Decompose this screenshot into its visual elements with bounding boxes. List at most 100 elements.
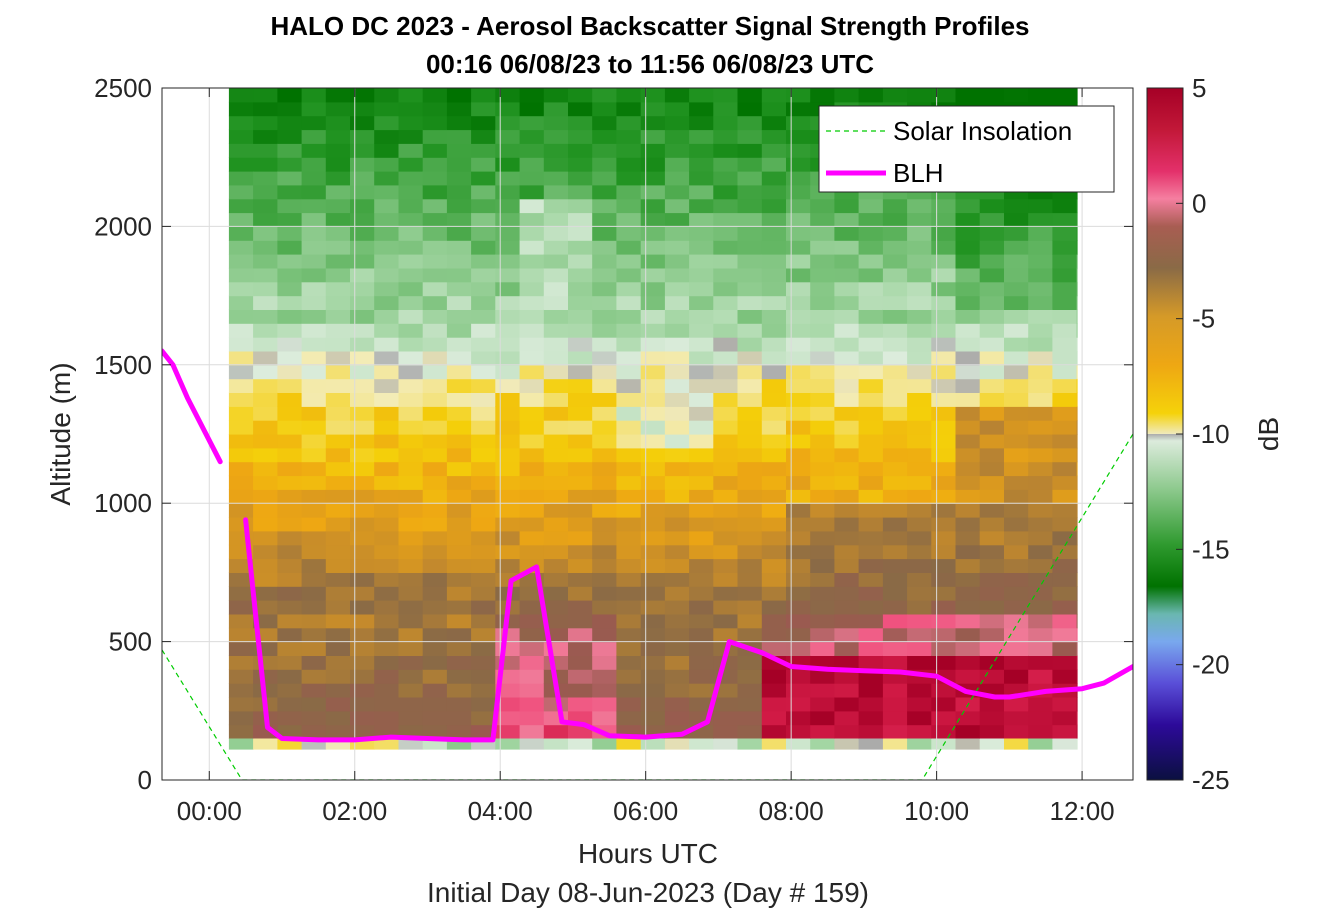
heatmap-cell	[568, 641, 593, 656]
heatmap-cell	[761, 115, 787, 131]
heatmap-cell	[786, 129, 811, 144]
heatmap-cell	[350, 544, 375, 560]
heatmap-cell	[955, 669, 981, 684]
heatmap-cell	[786, 447, 811, 463]
heatmap-cell	[640, 655, 666, 670]
heatmap-cell	[689, 434, 714, 449]
heatmap-cell	[737, 420, 763, 435]
heatmap-cell	[446, 392, 472, 407]
heatmap-cell	[277, 530, 303, 546]
heatmap-cell	[253, 420, 278, 435]
heatmap-cell	[786, 475, 811, 490]
heatmap-cell	[640, 517, 666, 532]
heatmap-cell	[858, 586, 884, 601]
heatmap-cell	[374, 101, 399, 117]
heatmap-cell	[495, 392, 521, 407]
heatmap-cell	[592, 267, 617, 283]
heatmap-cell	[350, 586, 375, 601]
heatmap-cell	[858, 309, 884, 324]
heatmap-cell	[568, 88, 593, 103]
heatmap-cell	[374, 378, 399, 393]
heatmap-cell	[592, 101, 617, 117]
heatmap-cell	[374, 115, 399, 131]
heatmap-cell	[374, 323, 399, 338]
heatmap-cell	[640, 461, 666, 477]
heatmap-cell	[664, 461, 690, 477]
heatmap-cell	[1052, 434, 1078, 449]
heatmap-cell	[955, 710, 981, 726]
heatmap-cell	[858, 544, 884, 560]
heatmap-cell	[253, 115, 278, 131]
heatmap-cell	[689, 655, 714, 670]
heatmap-cell	[640, 212, 666, 227]
heatmap-cell	[810, 406, 835, 421]
heatmap-cell	[325, 212, 351, 227]
heatmap-cell	[398, 586, 424, 601]
heatmap-cell	[495, 88, 521, 103]
heatmap-cell	[931, 627, 957, 643]
heatmap-cell	[301, 710, 327, 726]
heatmap-cell	[519, 184, 545, 200]
heatmap-cell	[689, 281, 714, 297]
heatmap-cell	[931, 613, 957, 629]
heatmap-cell	[253, 434, 278, 449]
heatmap-cell	[931, 309, 957, 324]
heatmap-cell	[422, 586, 448, 601]
heatmap-cell	[398, 337, 424, 352]
heatmap-cell	[592, 129, 617, 144]
heatmap-cell	[543, 281, 569, 297]
heatmap-cell	[568, 600, 593, 615]
heatmap-cell	[737, 447, 763, 463]
heatmap-cell	[761, 669, 787, 684]
heatmap-cell	[810, 697, 835, 712]
heatmap-cell	[834, 364, 860, 380]
heatmap-cell	[907, 517, 932, 532]
heatmap-cell	[1028, 600, 1053, 615]
heatmap-cell	[664, 600, 690, 615]
heatmap-cell	[253, 129, 278, 144]
heatmap-cell	[979, 295, 1005, 310]
heatmap-cell	[592, 392, 617, 407]
heatmap-cell	[301, 613, 327, 629]
heatmap-cell	[1028, 641, 1053, 656]
heatmap-cell	[398, 461, 424, 477]
heatmap-cell	[810, 544, 835, 560]
heatmap-cell	[422, 406, 448, 421]
heatmap-cell	[1028, 323, 1053, 338]
heatmap-cell	[495, 434, 521, 449]
heatmap-cell	[786, 669, 811, 684]
heatmap-cell	[664, 364, 690, 380]
heatmap-cell	[1028, 461, 1053, 477]
heatmap-cell	[810, 295, 835, 310]
heatmap-cell	[495, 309, 521, 324]
heatmap-cell	[834, 295, 860, 310]
heatmap-cell	[1028, 475, 1053, 490]
heatmap-cell	[664, 351, 690, 366]
heatmap-surface-cell	[374, 738, 399, 750]
heatmap-cell	[786, 558, 811, 573]
heatmap-cell	[616, 88, 642, 103]
heatmap-cell	[858, 323, 884, 338]
heatmap-cell	[664, 267, 690, 283]
heatmap-cell	[858, 295, 884, 310]
heatmap-cell	[858, 503, 884, 518]
heatmap-cell	[398, 101, 424, 117]
heatmap-cell	[350, 475, 375, 490]
heatmap-cell	[519, 627, 545, 643]
heatmap-cell	[761, 420, 787, 435]
heatmap-cell	[882, 475, 908, 490]
heatmap-cell	[955, 420, 981, 435]
heatmap-cell	[471, 351, 496, 366]
heatmap-cell	[1028, 295, 1053, 310]
heatmap-cell	[955, 544, 981, 560]
heatmap-cell	[907, 572, 932, 587]
heatmap-cell	[931, 420, 957, 435]
heatmap-cell	[301, 627, 327, 643]
heatmap-cell	[1076, 475, 1078, 490]
heatmap-cell	[640, 489, 666, 504]
heatmap-cell	[543, 378, 569, 393]
heatmap-cell	[737, 434, 763, 449]
heatmap-cell	[592, 710, 617, 726]
heatmap-cell	[882, 198, 908, 214]
heatmap-cell	[834, 517, 860, 532]
